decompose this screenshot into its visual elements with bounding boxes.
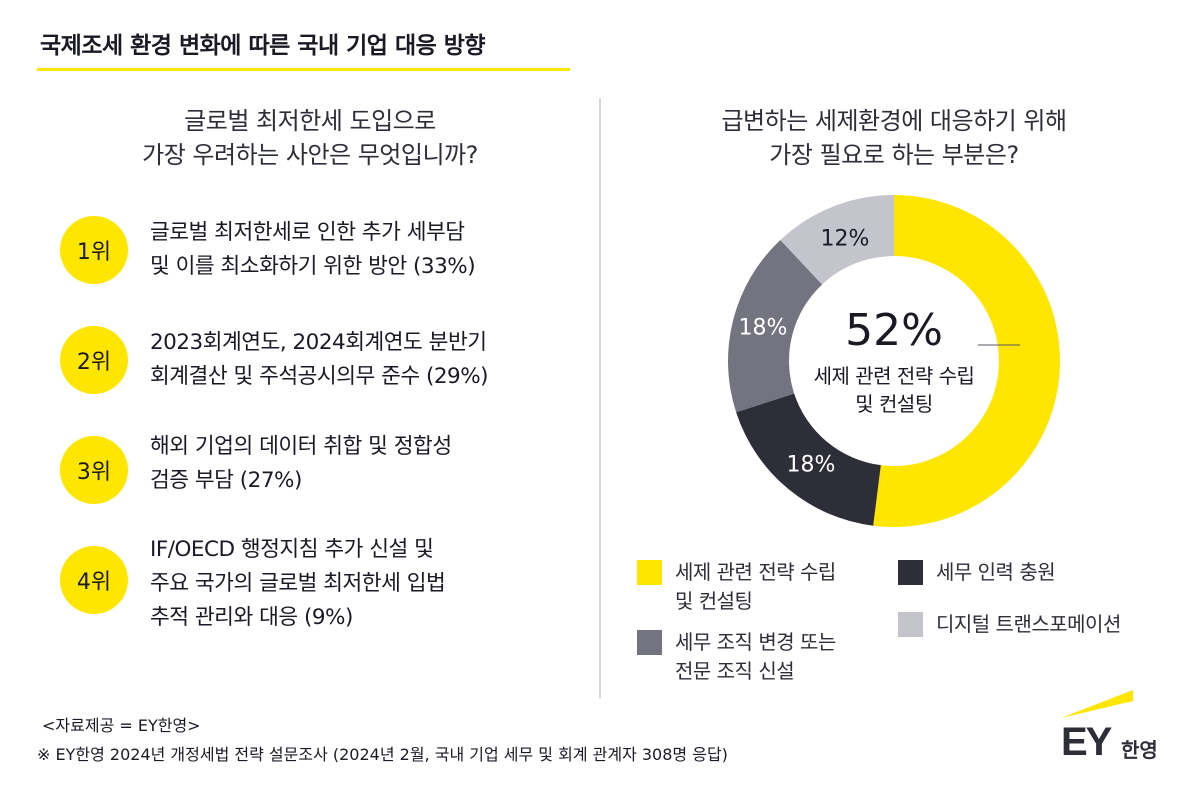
legend-swatch-light bbox=[898, 612, 923, 637]
question-line: 가장 필요로 하는 부분은? bbox=[769, 141, 1019, 169]
segment-staffing bbox=[736, 393, 881, 526]
rank-text-line: 해외 기업의 데이터 취합 및 정합성 bbox=[150, 434, 452, 459]
legend-label-line: 및 컨설팅 bbox=[675, 589, 753, 613]
title-underline bbox=[37, 68, 570, 71]
segment-label-digital: 12% bbox=[820, 226, 870, 252]
rank-text: IF/OECD 행정지침 추가 신설 및 주요 국가의 글로벌 최저한세 입법 … bbox=[150, 533, 590, 635]
rank-text-line: IF/OECD 행정지침 추가 신설 및 bbox=[150, 537, 434, 562]
segment-strategy bbox=[873, 195, 1061, 527]
center-label: 세제 관련 전략 수립 및 컨설팅 bbox=[784, 362, 1004, 418]
legend-swatch-yellow bbox=[637, 560, 662, 585]
segment-label-staffing: 18% bbox=[786, 452, 836, 478]
rank-text-line: 2023회계연도, 2024회계연도 분반기 bbox=[150, 330, 487, 355]
rank-text-line: 추적 관리와 대응 (9%) bbox=[150, 605, 353, 630]
question-line: 급변하는 세제환경에 대응하기 위해 bbox=[721, 107, 1067, 135]
logo-beam-icon bbox=[1061, 690, 1133, 718]
question-line: 글로벌 최저한세 도입으로 bbox=[184, 107, 436, 135]
rank-text-line: 주요 국가의 글로벌 최저한세 입법 bbox=[150, 571, 446, 596]
question-line: 가장 우려하는 사안은 무엇입니까? bbox=[142, 141, 478, 169]
rank-text-line: 회계결산 및 주석공시의무 준수 (29%) bbox=[150, 364, 489, 389]
segment-label-org-change: 18% bbox=[738, 315, 788, 341]
segment-digital bbox=[780, 195, 894, 285]
center-label-line: 및 컨설팅 bbox=[855, 392, 933, 416]
legend-item-org-change: 세무 조직 변경 또는 전문 조직 신설 bbox=[637, 628, 836, 686]
legend-item-staffing: 세무 인력 충원 bbox=[898, 558, 1056, 587]
rank-badge: 3위 bbox=[60, 436, 128, 504]
legend-item-strategy: 세제 관련 전략 수립 및 컨설팅 bbox=[637, 558, 836, 616]
rank-text: 글로벌 최저한세로 인한 추가 세부담 및 이를 최소화하기 위한 방안 (33… bbox=[150, 216, 590, 284]
rank-badge: 1위 bbox=[60, 216, 128, 284]
legend-label-line: 세제 관련 전략 수립 bbox=[675, 560, 836, 584]
donut-segments bbox=[728, 195, 1061, 527]
legend-label-line: 세무 인력 충원 bbox=[936, 560, 1056, 584]
page-title: 국제조세 환경 변화에 따른 국내 기업 대응 방향 bbox=[40, 33, 486, 59]
legend-label: 세제 관련 전략 수립 및 컨설팅 bbox=[675, 558, 836, 616]
right-question: 급변하는 세제환경에 대응하기 위해 가장 필요로 하는 부분은? bbox=[634, 104, 1154, 172]
left-question: 글로벌 최저한세 도입으로 가장 우려하는 사안은 무엇입니까? bbox=[40, 104, 580, 172]
legend-label: 세무 인력 충원 bbox=[936, 558, 1056, 587]
rank-text: 해외 기업의 데이터 취합 및 정합성 검증 부담 (27%) bbox=[150, 430, 590, 498]
rank-text-line: 및 이를 최소화하기 위한 방안 (33%) bbox=[150, 254, 476, 279]
legend-item-digital: 디지털 트랜스포메이션 bbox=[898, 610, 1121, 639]
legend-label-line: 전문 조직 신설 bbox=[675, 659, 795, 683]
logo-brand: EY bbox=[1061, 720, 1112, 764]
ey-logo: EY 한영 bbox=[1055, 688, 1175, 768]
legend-swatch-dark bbox=[898, 560, 923, 585]
rank-badge: 2위 bbox=[60, 326, 128, 394]
legend-label-line: 디지털 트랜스포메이션 bbox=[936, 612, 1121, 636]
legend-swatch-grey bbox=[637, 630, 662, 655]
legend-label: 세무 조직 변경 또는 전문 조직 신설 bbox=[675, 628, 836, 686]
rank-badge: 4위 bbox=[60, 546, 128, 614]
source-label: <자료제공 = EY한영> bbox=[42, 716, 201, 735]
rank-text-line: 글로벌 최저한세로 인한 추가 세부담 bbox=[150, 220, 465, 245]
segment-org-change bbox=[728, 239, 823, 413]
panel-divider bbox=[599, 98, 601, 698]
rank-text: 2023회계연도, 2024회계연도 분반기 회계결산 및 주석공시의무 준수 … bbox=[150, 326, 590, 394]
rank-text-line: 검증 부담 (27%) bbox=[150, 468, 302, 493]
center-label-line: 세제 관련 전략 수립 bbox=[813, 364, 975, 388]
survey-note: ※ EY한영 2024년 개정세법 전략 설문조사 (2024년 2월, 국내 … bbox=[37, 745, 728, 764]
center-value: 52% bbox=[845, 305, 943, 356]
legend-label: 디지털 트랜스포메이션 bbox=[936, 610, 1121, 639]
legend-label-line: 세무 조직 변경 또는 bbox=[675, 630, 836, 654]
logo-korean: 한영 bbox=[1121, 738, 1158, 762]
